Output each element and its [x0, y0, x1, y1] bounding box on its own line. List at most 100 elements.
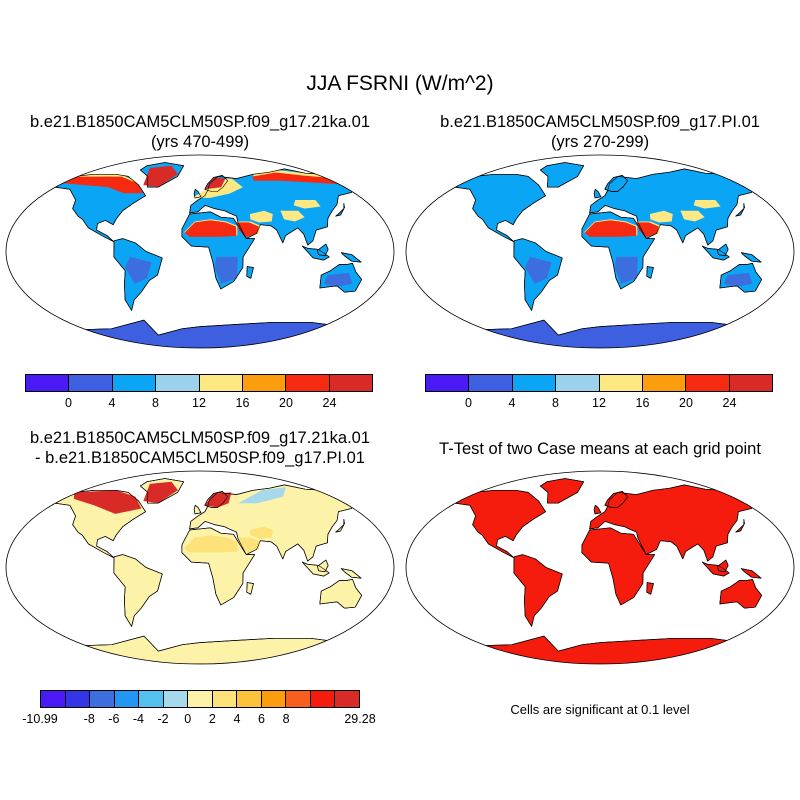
patch-mongolia-warm [693, 200, 721, 209]
patch-sahara-hot [184, 220, 237, 237]
patch-europeN-warm [192, 178, 243, 198]
panel4-note: Cells are significant at 0.1 level [510, 702, 690, 717]
map-border [405, 470, 795, 665]
coastline-australia [319, 579, 362, 609]
coastline-indonesia [302, 561, 330, 577]
panel2-title: b.e21.B1850CAM5CLM50SP.f09_g17.PI.01 [440, 113, 760, 131]
colorbar-swatch [642, 375, 687, 391]
patch-sahara-diff [184, 535, 238, 553]
colorbar-swatch [188, 691, 213, 707]
colorbar-tick-label: 12 [592, 396, 606, 410]
coastline-africa [181, 527, 255, 606]
colorbar-case1: 0 4 8 12 16 20 24 [25, 374, 373, 410]
coastline-greenland [540, 478, 584, 504]
colorbar-swatch [556, 375, 600, 391]
colorbar-swatch [286, 691, 311, 707]
colorbar-swatch [69, 375, 113, 391]
colorbar-case2: 0 4 8 12 16 20 24 [425, 374, 773, 410]
coastline-africa [581, 211, 655, 290]
map-panel-pi [405, 154, 795, 349]
patch-tibet-warm [280, 210, 305, 222]
landmass-greenland [539, 162, 585, 188]
colorbar-swatch [599, 375, 643, 391]
patch-sahara-hot [584, 220, 637, 237]
colorbar-swatch [156, 375, 200, 391]
colorbar-tick-label: -4 [132, 712, 145, 726]
colorbar-tick-label: 20 [279, 396, 293, 410]
patch-mongolia-warm [293, 200, 321, 209]
coastline-greenland [140, 478, 184, 504]
colorbar-difference: -10.99 -8 -6 -4 -2 0 2 4 6 8 29.28 [22, 690, 376, 726]
patch-iran-warm [649, 210, 673, 223]
panel2-subtitle: (yrs 270-299) [550, 133, 650, 151]
landmass-antarctica [33, 635, 360, 664]
colorbar-swatch [163, 691, 189, 707]
coastline-uk [593, 505, 602, 515]
patch-siberiaN-hot [252, 172, 352, 185]
patch-greenland [143, 165, 178, 188]
coastline-japan [735, 519, 745, 533]
landmass-antarctica [433, 635, 760, 664]
map-layers [433, 162, 785, 348]
coastline-indonesia [702, 561, 730, 577]
colorbar-swatch [286, 375, 330, 391]
landmass-greenland [539, 478, 585, 504]
colorbar-tick-label: 0 [65, 396, 72, 410]
colorbar-swatch [26, 375, 70, 391]
coastline-northAmerica [443, 174, 546, 243]
coastline-australia [319, 263, 362, 293]
coastline-borneo [317, 559, 329, 573]
coastline-indonesia [302, 245, 330, 261]
colorbar-swatch [729, 375, 772, 391]
colorbar-tick-label: 16 [635, 396, 650, 410]
patch-iran-diff [249, 526, 273, 539]
coastline-eurasia [589, 484, 771, 562]
colorbar-tick-label: 8 [282, 712, 290, 726]
coastline-newzealand [768, 287, 785, 302]
colorbar-swatch [112, 375, 157, 391]
colorbar-tick-label: -6 [108, 712, 120, 726]
landmass-australia [719, 578, 763, 609]
panel1-subtitle: (yrs 470-499) [150, 133, 250, 151]
colorbar-tick-label: 6 [258, 712, 266, 726]
colorbar-tick-label: 24 [722, 396, 737, 410]
patch-amazon [125, 256, 152, 284]
colorbar-swatches [40, 690, 360, 708]
colorbar-swatch [114, 691, 140, 707]
coastline-uk [193, 505, 202, 515]
coastline-southAmerica [113, 554, 163, 627]
colorbar-swatch [242, 375, 287, 391]
landmass-newzealand [768, 287, 785, 302]
colorbar-tick-label: 0 [465, 396, 472, 410]
patch-iran-warm [249, 210, 273, 223]
patch-greenland-diff [143, 481, 178, 504]
patch-south-africa [615, 256, 638, 284]
patch-fennoscandia [204, 492, 232, 508]
colorbar-swatch [237, 691, 262, 707]
colorbar-tick-label: 29.28 [344, 712, 376, 726]
colorbar-swatch [41, 691, 66, 707]
coastline-eurasia [189, 484, 371, 562]
colorbar-swatch [310, 691, 336, 707]
patch-siberia-cool [238, 487, 287, 504]
coastline-eurasia [189, 168, 371, 246]
landmass-antarctica [33, 319, 360, 348]
coastline-newguinea [340, 568, 362, 579]
coastline-madagascar [646, 266, 654, 279]
coastline-madagascar [246, 582, 254, 595]
coastline-madagascar [646, 582, 654, 595]
coastline-borneo [717, 559, 729, 573]
coastline-northAmerica [43, 490, 146, 559]
panel4-title: T-Test of two Case means at each grid po… [439, 440, 761, 458]
coastline-japan [335, 203, 345, 217]
coastline-scandinavia [204, 175, 228, 192]
colorbar-swatch [139, 691, 164, 707]
colorbar-tick-label: 8 [152, 396, 159, 410]
coastline-southAmerica [513, 554, 563, 627]
map-panel-difference [5, 470, 395, 665]
map-panel-ttest [405, 470, 795, 665]
colorbar-tick-label: 20 [679, 396, 693, 410]
coastline-australia [719, 263, 762, 293]
colorbar-swatch [329, 375, 372, 391]
coastline-scandinavia [604, 491, 628, 508]
